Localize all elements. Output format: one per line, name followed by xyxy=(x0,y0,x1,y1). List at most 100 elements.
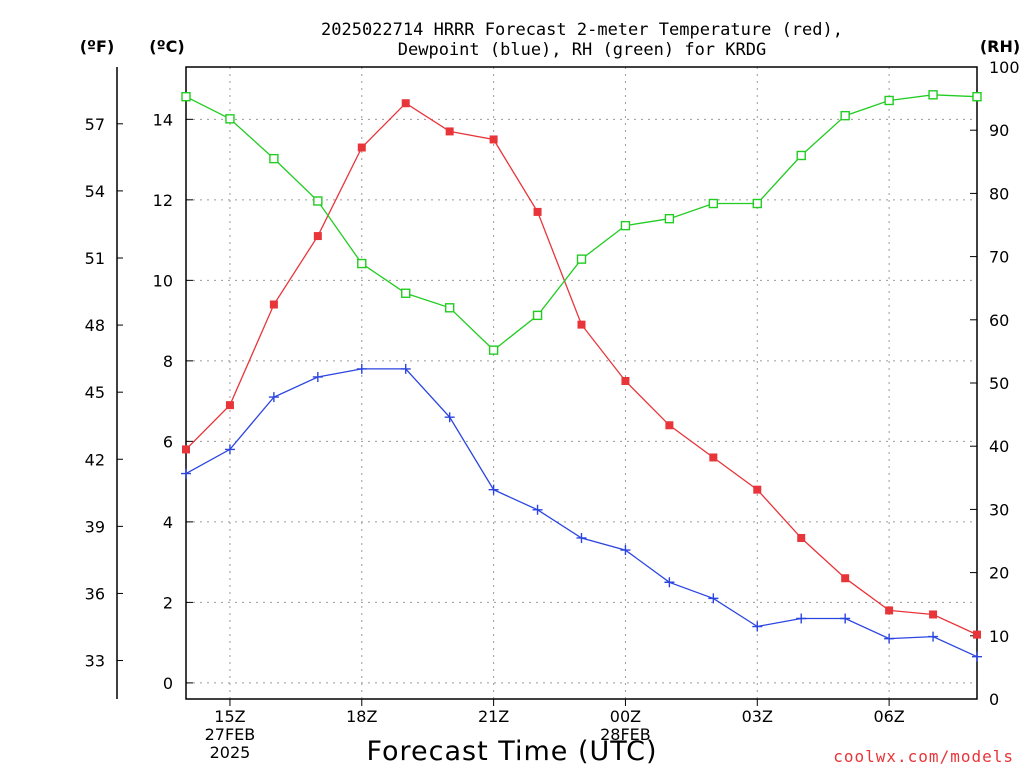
2-meter-temperature-point xyxy=(621,376,630,385)
rh-point xyxy=(357,258,367,269)
fahrenheit-tick-label: 57 xyxy=(85,115,105,134)
dewpoint-point xyxy=(356,363,367,374)
x-tick-label: 00Z xyxy=(610,707,641,726)
celsius-tick-label: 2 xyxy=(163,593,173,612)
dewpoint-point xyxy=(400,363,411,374)
2-meter-temperature-point xyxy=(577,320,586,329)
dewpoint-line xyxy=(185,368,978,658)
fahrenheit-tick-label: 39 xyxy=(85,517,105,536)
fahrenheit-tick-label: 45 xyxy=(85,383,105,402)
2-meter-temperature-point xyxy=(269,300,278,309)
fahrenheit-unit-label: (ºF) xyxy=(80,37,115,56)
x-tick-label: 03Z xyxy=(742,707,773,726)
rh-tick-label: 30 xyxy=(989,500,1009,519)
2-meter-temperature-point xyxy=(885,606,894,615)
dewpoint-series xyxy=(181,363,982,662)
rh-point xyxy=(796,150,806,161)
dewpoint-point xyxy=(796,613,807,624)
2-meter-temperature-line xyxy=(185,102,978,636)
2-meter-temperature-point xyxy=(709,453,718,462)
2-meter-temperature-point xyxy=(797,533,806,542)
2-meter-temperature-point xyxy=(973,630,981,639)
fahrenheit-tick-label: 54 xyxy=(85,182,105,201)
rh-point xyxy=(708,198,719,209)
dewpoint-point xyxy=(884,633,895,644)
rh-tick-label: 70 xyxy=(989,248,1009,267)
dewpoint-point xyxy=(224,444,235,455)
2-meter-temperature-point xyxy=(445,127,454,136)
dewpoint-point xyxy=(488,484,499,495)
chart-title-line2: Dewpoint (blue), RH (green) for KRDG xyxy=(398,40,766,60)
dewpoint-point xyxy=(620,545,631,556)
rh-point xyxy=(532,310,543,321)
x-tick-label: 27FEB xyxy=(205,725,256,744)
celsius-unit-label: (ºC) xyxy=(149,37,184,56)
dewpoint-point xyxy=(268,392,279,403)
rh-point xyxy=(576,254,587,264)
rh-point xyxy=(181,92,191,102)
x-tick-label: 21Z xyxy=(478,707,509,726)
rh-point xyxy=(620,220,631,231)
rh-line xyxy=(185,94,978,351)
x-axis-title: Forecast Time (UTC) xyxy=(366,736,657,767)
dewpoint-point xyxy=(708,593,719,604)
fahrenheit-tick-label: 51 xyxy=(85,249,105,268)
celsius-tick-label: 0 xyxy=(163,674,173,693)
celsius-tick-label: 12 xyxy=(153,191,173,210)
2-meter-temperature-point xyxy=(665,421,674,430)
rh-point xyxy=(840,110,850,121)
rh-point xyxy=(752,198,762,209)
source-credit: coolwx.com/models xyxy=(833,747,1014,766)
rh-tick-label: 90 xyxy=(989,121,1009,140)
dewpoint-point xyxy=(664,577,675,588)
rh-point xyxy=(225,114,235,124)
2-meter-temperature-point xyxy=(841,574,850,583)
dewpoint-point xyxy=(312,371,323,382)
2-meter-temperature-point xyxy=(489,135,498,144)
rh-tick-label: 10 xyxy=(989,627,1009,646)
rh-point xyxy=(401,288,411,298)
x-tick-label: 06Z xyxy=(873,707,904,726)
chart-title-line1: 2025022714 HRRR Forecast 2-meter Tempera… xyxy=(321,20,843,40)
2-meter-temperature-point xyxy=(929,610,938,619)
2-meter-temperature-point xyxy=(182,445,190,454)
rh-tick-label: 40 xyxy=(989,437,1009,456)
dewpoint-point xyxy=(576,532,587,543)
rh-point xyxy=(928,90,938,100)
2-meter-temperature-point xyxy=(357,143,366,152)
dewpoint-point xyxy=(181,468,191,479)
axes xyxy=(116,66,978,706)
chart-title: 2025022714 HRRR Forecast 2-meter Tempera… xyxy=(321,20,843,60)
rh-point xyxy=(269,153,279,164)
2-meter-temperature-point xyxy=(313,232,322,241)
data-series xyxy=(181,90,982,662)
rh-unit-label: (RH) xyxy=(980,37,1020,56)
x-tick-label: 18Z xyxy=(346,707,377,726)
fahrenheit-tick-label: 42 xyxy=(85,450,105,469)
dewpoint-point xyxy=(972,651,982,662)
plot-frame xyxy=(185,66,978,700)
rh-point xyxy=(313,196,323,206)
rh-tick-label: 20 xyxy=(989,564,1009,583)
rh-tick-label: 60 xyxy=(989,311,1009,330)
rh-tick-label: 50 xyxy=(989,374,1009,393)
fahrenheit-tick-label: 48 xyxy=(85,316,105,335)
2-meter-temperature-point xyxy=(753,485,762,494)
2-meter-temperature-point xyxy=(225,401,234,410)
dewpoint-point xyxy=(928,631,939,642)
celsius-tick-label: 4 xyxy=(163,513,173,532)
rh-point xyxy=(972,92,982,102)
2-meter-temperature-point xyxy=(401,99,410,108)
rh-point xyxy=(488,345,499,355)
dewpoint-point xyxy=(532,504,543,515)
dewpoint-point xyxy=(752,621,763,632)
rh-series xyxy=(181,90,982,355)
2-meter-temperature-series xyxy=(182,99,981,639)
celsius-tick-label: 14 xyxy=(153,110,173,129)
celsius-tick-label: 6 xyxy=(163,432,173,451)
x-tick-label: 28FEB xyxy=(600,725,651,744)
dewpoint-point xyxy=(840,613,851,624)
rh-tick-label: 100 xyxy=(989,58,1020,77)
